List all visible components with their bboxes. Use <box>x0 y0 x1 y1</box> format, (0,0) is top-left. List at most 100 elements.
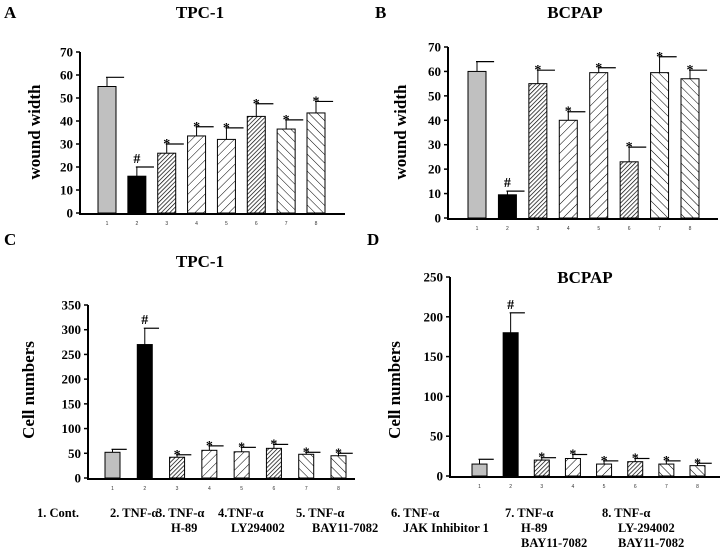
x-tick-label: 7 <box>665 484 668 490</box>
significance-star: * <box>223 121 230 136</box>
x-tick-label: 4 <box>567 226 570 232</box>
bar-3 <box>157 152 177 214</box>
y-axis-label: wound width <box>391 84 410 180</box>
significance-star: * <box>193 120 200 135</box>
significance-star: * <box>687 63 694 78</box>
chart-title: TPC-1 <box>176 3 224 22</box>
significance-star: * <box>565 105 572 120</box>
y-tick-label: 60 <box>60 68 73 83</box>
chart-panel-c: C TPC-1 Cell numbers 0 50 100 150 200 250 300 350 1… <box>4 230 355 492</box>
x-tick-label: 8 <box>337 486 340 492</box>
bar-5 <box>589 72 609 219</box>
significance-star: * <box>626 140 633 155</box>
x-tick-label: 4 <box>208 486 211 492</box>
significance-star: * <box>238 440 245 455</box>
bar-8 <box>306 112 326 214</box>
legend-line: H-89 <box>521 521 547 535</box>
x-tick-label: 7 <box>305 486 308 492</box>
y-tick-label: 100 <box>424 389 444 404</box>
bar-1 <box>97 86 117 214</box>
legend-line: BAY11-7082 <box>521 536 587 550</box>
bar-7 <box>298 453 315 479</box>
significance-hash: # <box>507 298 514 313</box>
panel-label: B <box>375 3 386 22</box>
significance-star: * <box>335 446 342 461</box>
y-tick-label: 50 <box>60 91 73 106</box>
y-tick-label: 70 <box>428 40 441 55</box>
panel-label: A <box>4 3 17 22</box>
x-tick-label: 7 <box>658 226 661 232</box>
legend-line: 3. TNF-α <box>156 506 204 520</box>
chart-panel-d: D BCPAP Cell numbers 0 50 100 150 200 250 1 2 #3 * 4 *… <box>367 230 720 490</box>
y-tick-label: 10 <box>60 183 73 198</box>
y-tick-label: 70 <box>60 45 73 60</box>
legend-item-1: 1. Cont. <box>37 506 79 520</box>
y-tick-label: 30 <box>428 137 441 152</box>
y-tick-label: 0 <box>435 211 442 226</box>
significance-star: * <box>303 445 310 460</box>
significance-star: * <box>569 448 576 463</box>
chart-title: BCPAP <box>547 3 602 22</box>
significance-star: * <box>313 94 320 109</box>
bar-3 <box>533 459 550 477</box>
legend-line: BAY11-7082 <box>312 521 378 535</box>
y-axis-label: Cell numbers <box>385 341 404 439</box>
y-tick-label: 100 <box>62 421 82 436</box>
bar-6 <box>627 461 644 477</box>
significance-star: * <box>656 50 663 65</box>
x-tick-label: 4 <box>195 221 198 227</box>
y-tick-label: 300 <box>62 322 82 337</box>
significance-star: * <box>163 137 170 152</box>
legend-line: LY-294002 <box>618 521 675 535</box>
y-tick-label: 40 <box>60 114 73 129</box>
y-tick-label: 50 <box>430 429 443 444</box>
significance-star: * <box>283 113 290 128</box>
legend-line: 8. TNF-α <box>602 506 650 520</box>
panel-label: D <box>367 230 379 249</box>
x-tick-label: 6 <box>273 486 276 492</box>
y-tick-label: 0 <box>67 206 74 221</box>
x-tick-label: 2 <box>143 486 146 492</box>
y-tick-label: 20 <box>428 162 441 177</box>
y-axis-label: Cell numbers <box>19 341 38 439</box>
bar-2 <box>502 332 519 477</box>
significance-star: * <box>694 456 701 471</box>
x-tick-label: 2 <box>509 484 512 490</box>
bar-7 <box>650 72 670 219</box>
significance-star: * <box>534 63 541 78</box>
chart-panel-a: A TPC-1 wound width 0 10 20 30 40 50 60 70 1 2 #3 * 4 * 5… <box>4 3 345 227</box>
y-tick-label: 350 <box>62 298 82 313</box>
x-tick-label: 7 <box>285 221 288 227</box>
significance-star: * <box>663 454 670 469</box>
x-tick-label: 1 <box>476 226 479 232</box>
x-tick-label: 5 <box>225 221 228 227</box>
legend-line: JAK Inhibitor 1 <box>403 521 489 535</box>
legend-line: H-89 <box>171 521 197 535</box>
bar-6 <box>619 161 639 219</box>
y-tick-label: 0 <box>437 469 444 484</box>
legend-item-2: 2. TNF-α <box>110 506 158 520</box>
x-tick-label: 3 <box>536 226 539 232</box>
x-tick-label: 2 <box>135 221 138 227</box>
significance-star: * <box>206 439 213 454</box>
x-tick-label: 2 <box>506 226 509 232</box>
legend-line: BAY11-7082 <box>618 536 684 550</box>
bar-4 <box>558 119 578 219</box>
x-tick-label: 1 <box>106 221 109 227</box>
legend-line: 2. TNF-α <box>110 506 158 520</box>
bar-4 <box>201 449 218 479</box>
x-tick-label: 8 <box>315 221 318 227</box>
x-tick-label: 3 <box>176 486 179 492</box>
x-tick-label: 6 <box>628 226 631 232</box>
legend-line: 1. Cont. <box>37 506 79 520</box>
bar-8 <box>680 78 700 219</box>
bar-1 <box>467 70 487 219</box>
y-tick-label: 250 <box>62 347 82 362</box>
bar-3 <box>169 456 186 479</box>
significance-star: * <box>601 454 608 469</box>
legend-line: 6. TNF-α <box>391 506 439 520</box>
x-tick-label: 3 <box>540 484 543 490</box>
bar-1 <box>471 463 488 477</box>
